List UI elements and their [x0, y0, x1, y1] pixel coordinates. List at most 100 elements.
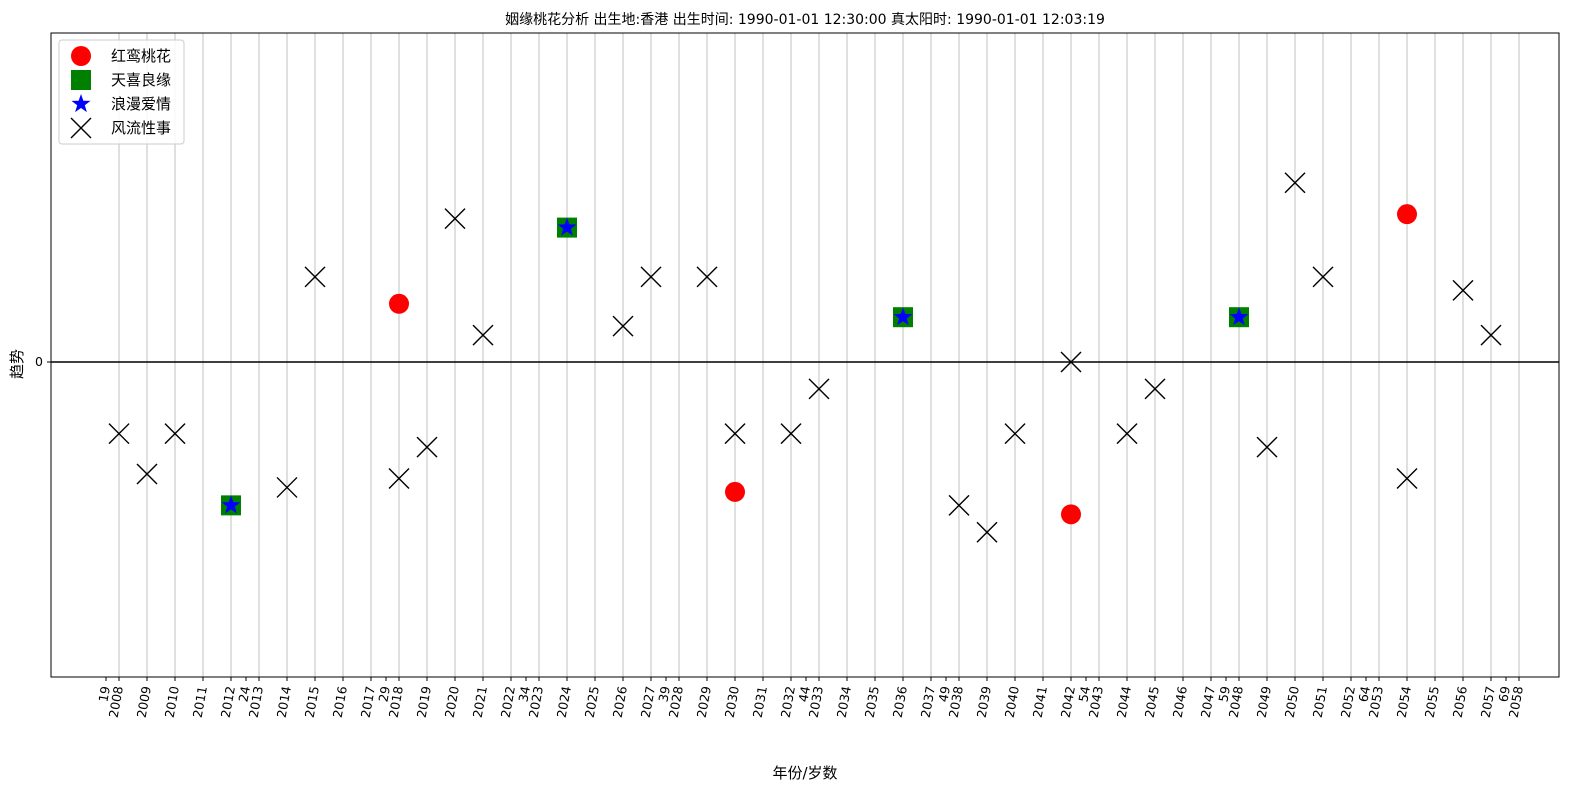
x-tick-label-2050: 2050	[1282, 685, 1302, 719]
point-s3-2018-5	[388, 467, 410, 489]
grid-lines	[118, 33, 1520, 677]
age-tick-label-64: 64	[1355, 685, 1373, 703]
x-tick-label-2008: 2008	[106, 685, 126, 719]
point-s3-2018-5-stroke-b	[388, 467, 410, 489]
x-tick-label-2038: 2038	[946, 685, 966, 719]
point-s2-2024-1	[557, 217, 577, 236]
x-tick-label-2023: 2023	[526, 685, 546, 719]
x-tick-label-2032: 2032	[778, 685, 798, 719]
x-axis-label: 年份/岁数	[772, 764, 837, 782]
legend-label-3: 风流性事	[111, 119, 171, 137]
point-s3-2040-17-stroke-b	[1004, 423, 1026, 445]
point-s3-2040-17	[1004, 423, 1026, 445]
point-s3-2042-18	[1060, 351, 1082, 373]
point-s3-2042-18-stroke-b	[1060, 351, 1082, 373]
age-tick-label-44: 44	[795, 685, 813, 703]
series-0	[389, 204, 1417, 525]
x-tick-label-2025: 2025	[582, 685, 602, 719]
point-s3-2010-2-stroke-b	[164, 423, 186, 445]
point-s2-2048-3	[1229, 307, 1249, 326]
x-tick-label-2043: 2043	[1086, 685, 1106, 719]
legend-label-0: 红鸾桃花	[111, 47, 171, 65]
point-s3-2010-2	[164, 423, 186, 445]
x-tick-label-2015: 2015	[302, 685, 322, 719]
point-s3-2045-20-stroke-b	[1144, 378, 1166, 400]
x-tick-label-2009: 2009	[134, 685, 154, 719]
point-s3-2049-21	[1256, 436, 1278, 458]
point-s2-2036-2	[893, 307, 913, 326]
x-tick-label-2052: 2052	[1338, 685, 1358, 719]
x-tick-label-2049: 2049	[1254, 685, 1274, 719]
series-2	[221, 217, 1249, 514]
point-s3-2056-25-stroke-b	[1452, 279, 1474, 301]
x-tick-label-2033: 2033	[806, 685, 826, 719]
tick-labels: 0 2008 2009 2010 2011 2012 2013 2014 2015 2016 201…	[35, 354, 1526, 719]
point-s3-2019-6	[416, 436, 438, 458]
legend-marker-2	[71, 94, 91, 113]
x-tick-label-2019: 2019	[414, 685, 434, 719]
point-s3-2054-24-stroke-b	[1396, 467, 1418, 489]
point-s0-2042-2	[1061, 504, 1081, 525]
x-tick-label-2051: 2051	[1310, 685, 1330, 719]
x-tick-label-2014: 2014	[274, 685, 294, 719]
point-s3-2038-15-stroke-b	[948, 494, 970, 516]
x-tick-label-2027: 2027	[638, 685, 658, 719]
point-s3-2033-14-stroke-b	[808, 378, 830, 400]
age-tick-label-54: 54	[1075, 685, 1093, 703]
legend-label-2: 浪漫爱情	[111, 95, 171, 113]
point-s3-2056-25	[1452, 279, 1474, 301]
x-tick-label-2041: 2041	[1030, 685, 1050, 719]
point-s3-2015-4-stroke-b	[304, 266, 326, 288]
x-tick-label-2020: 2020	[442, 685, 462, 719]
point-s3-2030-12-stroke-b	[724, 423, 746, 445]
y-tick-label-zero: 0	[35, 354, 43, 369]
x-tick-label-2055: 2055	[1422, 685, 1442, 719]
x-tick-label-2044: 2044	[1114, 685, 1134, 719]
point-s3-2027-10-stroke-b	[640, 266, 662, 288]
x-tick-label-2012: 2012	[218, 685, 238, 719]
point-s3-2027-10	[640, 266, 662, 288]
point-s3-2020-7	[444, 208, 466, 230]
legend-marker-3-stroke-b	[70, 117, 92, 139]
point-s3-2029-11	[696, 266, 718, 288]
legend-marker-1	[71, 70, 91, 90]
point-s3-2057-26	[1480, 324, 1502, 346]
data-marks	[108, 172, 1502, 543]
age-tick-label-59: 59	[1215, 685, 1233, 703]
x-tick-label-2011: 2011	[190, 685, 210, 719]
age-tick-label-69: 69	[1495, 685, 1513, 703]
legend-marker-3	[70, 117, 92, 139]
x-tick-label-2046: 2046	[1170, 685, 1190, 719]
x-tick-label-2010: 2010	[162, 685, 182, 719]
point-s3-2032-13-stroke-b	[780, 423, 802, 445]
point-s3-2039-16	[976, 521, 998, 543]
point-s3-2051-23	[1312, 266, 1334, 288]
series-3	[108, 172, 1502, 543]
x-tick-label-2047: 2047	[1198, 685, 1218, 719]
x-tick-label-2037: 2037	[918, 685, 938, 719]
point-s3-2021-8	[472, 324, 494, 346]
point-s3-2050-22	[1284, 172, 1306, 194]
point-s3-2029-11-stroke-b	[696, 266, 718, 288]
point-s3-2026-9	[612, 315, 634, 337]
x-tick-label-2029: 2029	[694, 685, 714, 719]
point-s3-2051-23-stroke-b	[1312, 266, 1334, 288]
point-s3-2008-0	[108, 423, 130, 445]
point-s3-2015-4	[304, 266, 326, 288]
point-s3-2044-19-stroke-b	[1116, 423, 1138, 445]
point-s2-2012-0	[221, 495, 241, 514]
x-tick-label-2056: 2056	[1450, 685, 1470, 719]
point-s3-2009-1-stroke-b	[136, 463, 158, 485]
point-s3-2032-13	[780, 423, 802, 445]
x-tick-label-2028: 2028	[666, 685, 686, 719]
x-tick-label-2026: 2026	[610, 685, 630, 719]
age-tick-label-24: 24	[235, 685, 253, 703]
x-tick-label-2031: 2031	[750, 685, 770, 719]
point-s3-2049-21-stroke-b	[1256, 436, 1278, 458]
point-s0-2054-3	[1397, 204, 1417, 225]
point-s0-2018-0	[389, 293, 409, 314]
point-s3-2021-8-stroke-b	[472, 324, 494, 346]
x-tick-label-2013: 2013	[246, 685, 266, 719]
